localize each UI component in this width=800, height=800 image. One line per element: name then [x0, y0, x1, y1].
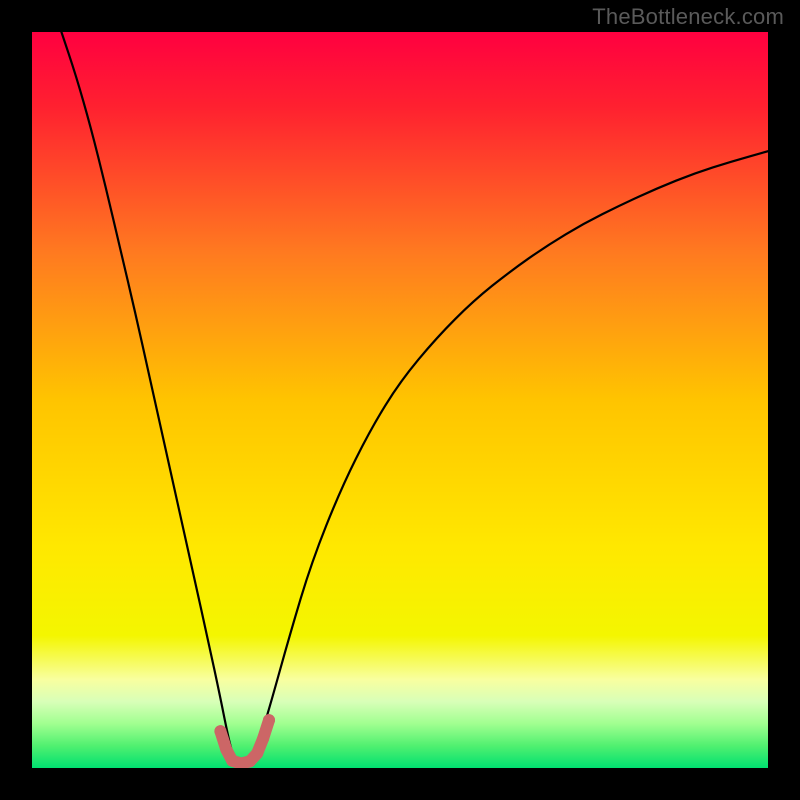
watermark-text: TheBottleneck.com	[592, 4, 784, 30]
chart-frame: TheBottleneck.com	[0, 0, 800, 800]
gradient-background	[32, 32, 768, 768]
plot-svg	[32, 32, 768, 768]
plot-area	[32, 32, 768, 768]
